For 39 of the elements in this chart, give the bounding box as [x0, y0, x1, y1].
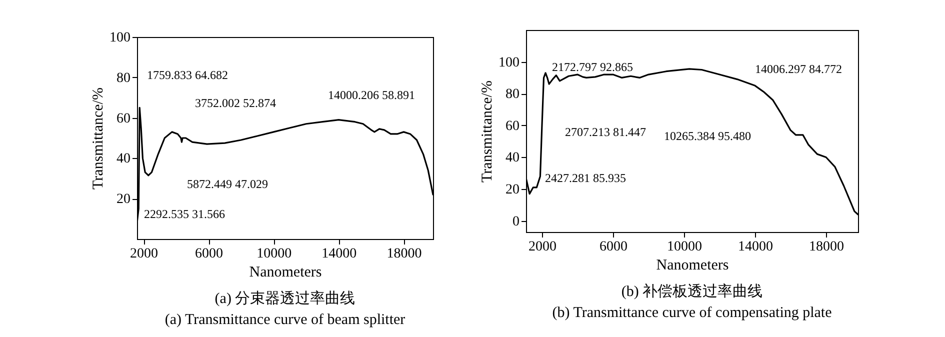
y-tick-label: 80 — [506, 87, 520, 102]
x-tick-label: 2000 — [528, 240, 556, 254]
y-tick-label: 60 — [506, 118, 520, 134]
y-tick-label: 40 — [506, 150, 520, 166]
y-tick-label: 20 — [506, 182, 520, 198]
text: (b) Transmittance curve of compensating plate — [552, 305, 832, 321]
x-tick-label: 14000 — [322, 246, 357, 262]
annotation: 2707.213 81.447 — [565, 125, 646, 139]
annotation: 3752.002 52.874 — [195, 96, 276, 110]
y-axis-title: Transmittance/% — [480, 80, 496, 182]
x-axis-title: Nanometers — [656, 258, 729, 274]
x-tick-label: 10000 — [667, 240, 702, 254]
text: (a) Transmittance curve of beam splitter — [164, 312, 406, 328]
annotation: 14000.206 58.891 — [328, 88, 415, 102]
annotation: 14006.297 84.772 — [755, 62, 842, 76]
x-tick-label: 6000 — [195, 246, 224, 262]
y-tick-label: 0 — [512, 214, 520, 230]
x-tick-label: 6000 — [599, 240, 628, 254]
y-tick-label: 100 — [498, 55, 520, 70]
x-tick-label: 2000 — [130, 246, 158, 262]
y-tick-label: 60 — [116, 111, 130, 126]
y-tick-label: 80 — [116, 70, 130, 86]
text: (a) 分束器透过率曲线 — [214, 290, 356, 307]
x-tick-label: 18000 — [386, 246, 422, 262]
x-tick-label: 10000 — [256, 246, 292, 262]
y-tick-label: 20 — [116, 192, 130, 208]
annotation: 2292.535 31.566 — [144, 207, 225, 221]
annotation: 10265.384 95.480 — [664, 129, 751, 143]
x-tick-label: 18000 — [809, 240, 844, 254]
annotation: 1759.833 64.682 — [147, 68, 228, 82]
annotation: 5872.449 47.029 — [187, 177, 268, 191]
x-axis-title: Nanometers — [249, 264, 322, 280]
y-axis-title: Transmittance/% — [90, 88, 106, 190]
y-tick-label: 100 — [110, 30, 130, 46]
y-tick-label: 40 — [116, 152, 130, 167]
text: (b) 补偿板透过率曲线 — [621, 283, 763, 300]
x-tick-label: 14000 — [738, 240, 774, 254]
annotation: 2172.797 92.865 — [552, 60, 633, 74]
annotation: 2427.281 85.935 — [545, 171, 626, 185]
